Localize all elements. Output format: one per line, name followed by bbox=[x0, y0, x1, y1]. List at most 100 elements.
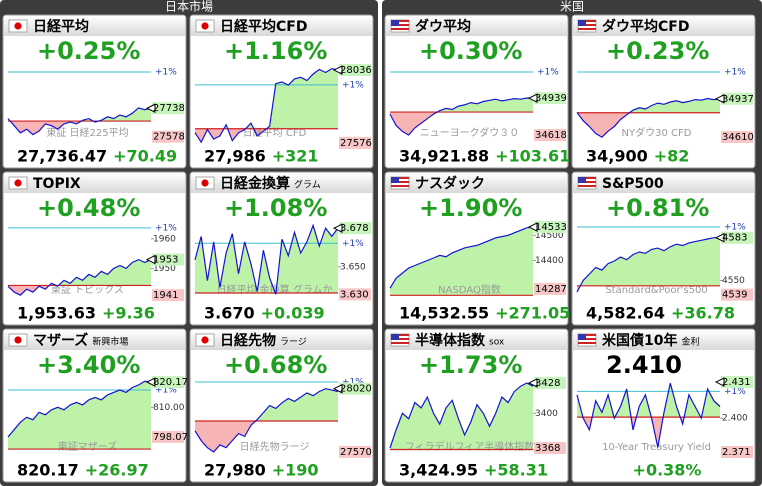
area-up bbox=[195, 388, 338, 421]
tile: 日経平均CFD 日経平均 CFD +1% 28036 27576 +1.16% 27,986… bbox=[189, 14, 374, 169]
low-label-bg bbox=[721, 446, 753, 459]
low-label-bg bbox=[339, 136, 371, 149]
low-label: 14287 bbox=[535, 284, 567, 295]
flag-sun bbox=[14, 22, 22, 30]
area-up bbox=[390, 227, 533, 296]
flag-canton bbox=[578, 334, 586, 340]
watermark: NYダウ30 CFD bbox=[622, 126, 692, 139]
flag-sun bbox=[201, 22, 209, 30]
area-down bbox=[390, 112, 438, 135]
area-up bbox=[390, 98, 533, 113]
last-marker bbox=[145, 377, 156, 387]
last-marker bbox=[527, 222, 538, 232]
area-up bbox=[8, 259, 151, 286]
area-down bbox=[577, 112, 720, 138]
tick-label: 14500 bbox=[535, 231, 564, 241]
last-label: 3.678 bbox=[340, 223, 369, 234]
pct-line-label: +1% bbox=[537, 68, 559, 78]
price: 820.17 bbox=[17, 461, 79, 480]
flag-canton bbox=[578, 20, 586, 26]
tick-label: 1950 bbox=[153, 264, 176, 274]
low-label: 3368 bbox=[535, 443, 560, 454]
tile-name: 日経先物 bbox=[220, 332, 276, 349]
price: 2.410 bbox=[606, 351, 682, 379]
pct-line-label: +1% bbox=[342, 239, 364, 249]
area-down bbox=[195, 421, 338, 452]
pct-line-label: +1% bbox=[724, 68, 746, 78]
tick-label: 3.650 bbox=[340, 262, 366, 272]
flag-stripe bbox=[578, 334, 596, 336]
last-label: 14533 bbox=[535, 222, 567, 233]
tick-label: 4550 bbox=[722, 276, 745, 286]
flag-stripe bbox=[578, 20, 596, 22]
low-label-bg bbox=[339, 445, 371, 458]
last-label-bg bbox=[152, 376, 184, 389]
tile-header bbox=[386, 16, 567, 36]
low-label: 34610 bbox=[722, 132, 754, 143]
pct-change: +1.16% bbox=[224, 37, 327, 65]
last-marker bbox=[332, 383, 343, 394]
price-line bbox=[7, 107, 152, 136]
tick-label: 3400 bbox=[535, 409, 558, 419]
change: +26.97 bbox=[85, 461, 149, 480]
price-line bbox=[389, 97, 534, 136]
last-label: 3428 bbox=[535, 378, 560, 389]
flag-sun bbox=[14, 179, 22, 187]
last-marker bbox=[714, 377, 725, 387]
flag-stripe bbox=[391, 342, 409, 344]
last-label-bg bbox=[534, 221, 566, 234]
flag-stripe bbox=[578, 342, 596, 344]
watermark: 東証 トピックス bbox=[51, 283, 124, 296]
low-label: 34618 bbox=[535, 130, 567, 141]
tick-label: 2.400 bbox=[722, 414, 748, 424]
price: 27,736.47 bbox=[17, 147, 107, 166]
tile-bg bbox=[2, 14, 187, 169]
watermark: フィラデルフィア半導体指数 bbox=[405, 440, 535, 453]
pct-line-label: +1% bbox=[724, 387, 746, 397]
area-up bbox=[577, 98, 720, 113]
last-label-bg bbox=[339, 382, 371, 395]
last-label: 34939 bbox=[535, 93, 567, 104]
low-label-bg bbox=[534, 441, 566, 454]
price-line bbox=[576, 383, 721, 448]
flag-stripe bbox=[578, 181, 596, 183]
flag-canton bbox=[578, 177, 586, 183]
last-marker bbox=[145, 103, 156, 114]
tile-tag: 金利 bbox=[681, 336, 699, 348]
pct-change: +0.38% bbox=[633, 461, 702, 480]
watermark: 東証 日経225平均 bbox=[46, 126, 128, 139]
low-label-bg bbox=[534, 282, 566, 295]
price-line bbox=[194, 223, 339, 295]
pct-line-label: +1% bbox=[342, 80, 364, 90]
tile-header bbox=[191, 16, 372, 36]
tile-name: マザーズ bbox=[33, 332, 88, 349]
price: 27,986 bbox=[204, 147, 266, 166]
tile-name: 日経平均CFD bbox=[220, 18, 307, 35]
pct-line-label: +1% bbox=[342, 377, 364, 387]
watermark: 日経平均 CFD bbox=[243, 126, 307, 139]
tile-name: ダウ平均 bbox=[415, 18, 471, 35]
flag-sun bbox=[14, 336, 22, 344]
tile-name: 米国債10年 bbox=[602, 332, 677, 349]
pct-change: +0.23% bbox=[606, 37, 709, 65]
change: +58.31 bbox=[484, 461, 548, 480]
watermark: 日経先物ラージ bbox=[240, 440, 310, 453]
flag-sun bbox=[201, 179, 209, 187]
flag-canton bbox=[391, 20, 399, 26]
price-line bbox=[389, 382, 534, 449]
last-label-bg bbox=[534, 376, 566, 389]
pct-change: +0.81% bbox=[606, 194, 709, 222]
last-label: 820.17 bbox=[153, 377, 188, 388]
watermark: NASDAQ指数 bbox=[438, 283, 501, 296]
flag-stripe bbox=[578, 177, 596, 179]
tile-name: 日経金換算 bbox=[220, 175, 290, 192]
tile-header bbox=[4, 173, 185, 193]
tile-name: 半導体指数 bbox=[415, 332, 486, 349]
price-line bbox=[576, 237, 720, 293]
low-label: 3.630 bbox=[340, 289, 369, 300]
low-label-bg bbox=[721, 288, 753, 301]
